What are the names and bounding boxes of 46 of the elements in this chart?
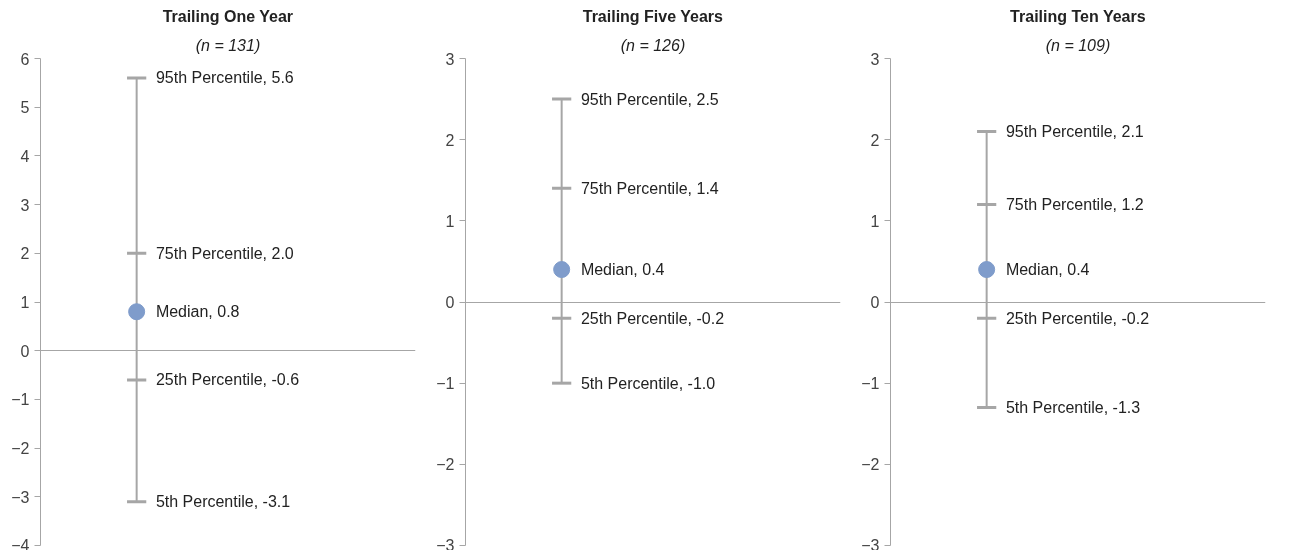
annotation: 95th Percentile, 5.6	[155, 69, 294, 87]
y-tick-label: −1	[11, 391, 30, 409]
y-tick-label: 1	[20, 294, 30, 311]
y-tick-label: −4	[11, 536, 30, 554]
annotation: 75th Percentile, 1.4	[580, 179, 719, 197]
annotation: Median, 0.4	[580, 261, 665, 279]
y-tick-label: 3	[445, 50, 455, 68]
y-tick-label: 1	[870, 212, 880, 230]
annotation: 95th Percentile, 2.1	[1005, 123, 1144, 141]
y-tick-label: 3	[870, 50, 880, 68]
annotation: 25th Percentile, -0.2	[1005, 309, 1150, 327]
y-tick-label: −2	[11, 440, 30, 458]
y-tick-label: 2	[20, 245, 30, 263]
y-tick-label: −3	[436, 536, 455, 554]
annotation: Median, 0.4	[1005, 261, 1090, 279]
chart-title: Trailing Ten Years	[1010, 7, 1146, 25]
y-tick-label: −1	[861, 375, 880, 393]
y-tick-label: 5	[20, 99, 30, 117]
y-tick-label: −1	[436, 375, 455, 393]
y-tick-label: −3	[11, 488, 30, 506]
y-tick-label: 6	[20, 50, 30, 68]
chart-subtitle: (n = 109)	[1045, 36, 1111, 54]
chart-title: Trailing Five Years	[582, 7, 724, 25]
y-tick-label: −2	[861, 456, 880, 474]
y-tick-label: −3	[861, 536, 880, 554]
annotation: 25th Percentile, -0.2	[580, 309, 725, 327]
annotation: 5th Percentile, -1.3	[1005, 399, 1141, 417]
annotation: 95th Percentile, 2.5	[580, 90, 719, 108]
y-tick-label: 0	[20, 342, 30, 360]
y-tick-label: −2	[436, 456, 455, 474]
annotation: 5th Percentile, -1.0	[580, 374, 716, 392]
y-tick-label: 2	[870, 131, 880, 149]
y-tick-label: 1	[445, 212, 455, 230]
annotation: 75th Percentile, 2.0	[155, 244, 294, 262]
annotation: Median, 0.8	[155, 303, 240, 321]
y-tick-label: 3	[20, 196, 30, 214]
chart-subtitle: (n = 131)	[195, 36, 261, 54]
chart-subtitle: (n = 126)	[620, 36, 686, 54]
y-tick-label: 4	[20, 147, 30, 165]
chart-title: Trailing One Year	[162, 7, 294, 25]
y-tick-label: 0	[445, 294, 455, 311]
annotation: 5th Percentile, -3.1	[155, 493, 291, 511]
y-tick-label: 0	[870, 294, 880, 311]
annotation: 25th Percentile, -0.6	[155, 371, 300, 389]
y-tick-label: 2	[445, 131, 455, 149]
annotation: 75th Percentile, 1.2	[1005, 196, 1144, 214]
